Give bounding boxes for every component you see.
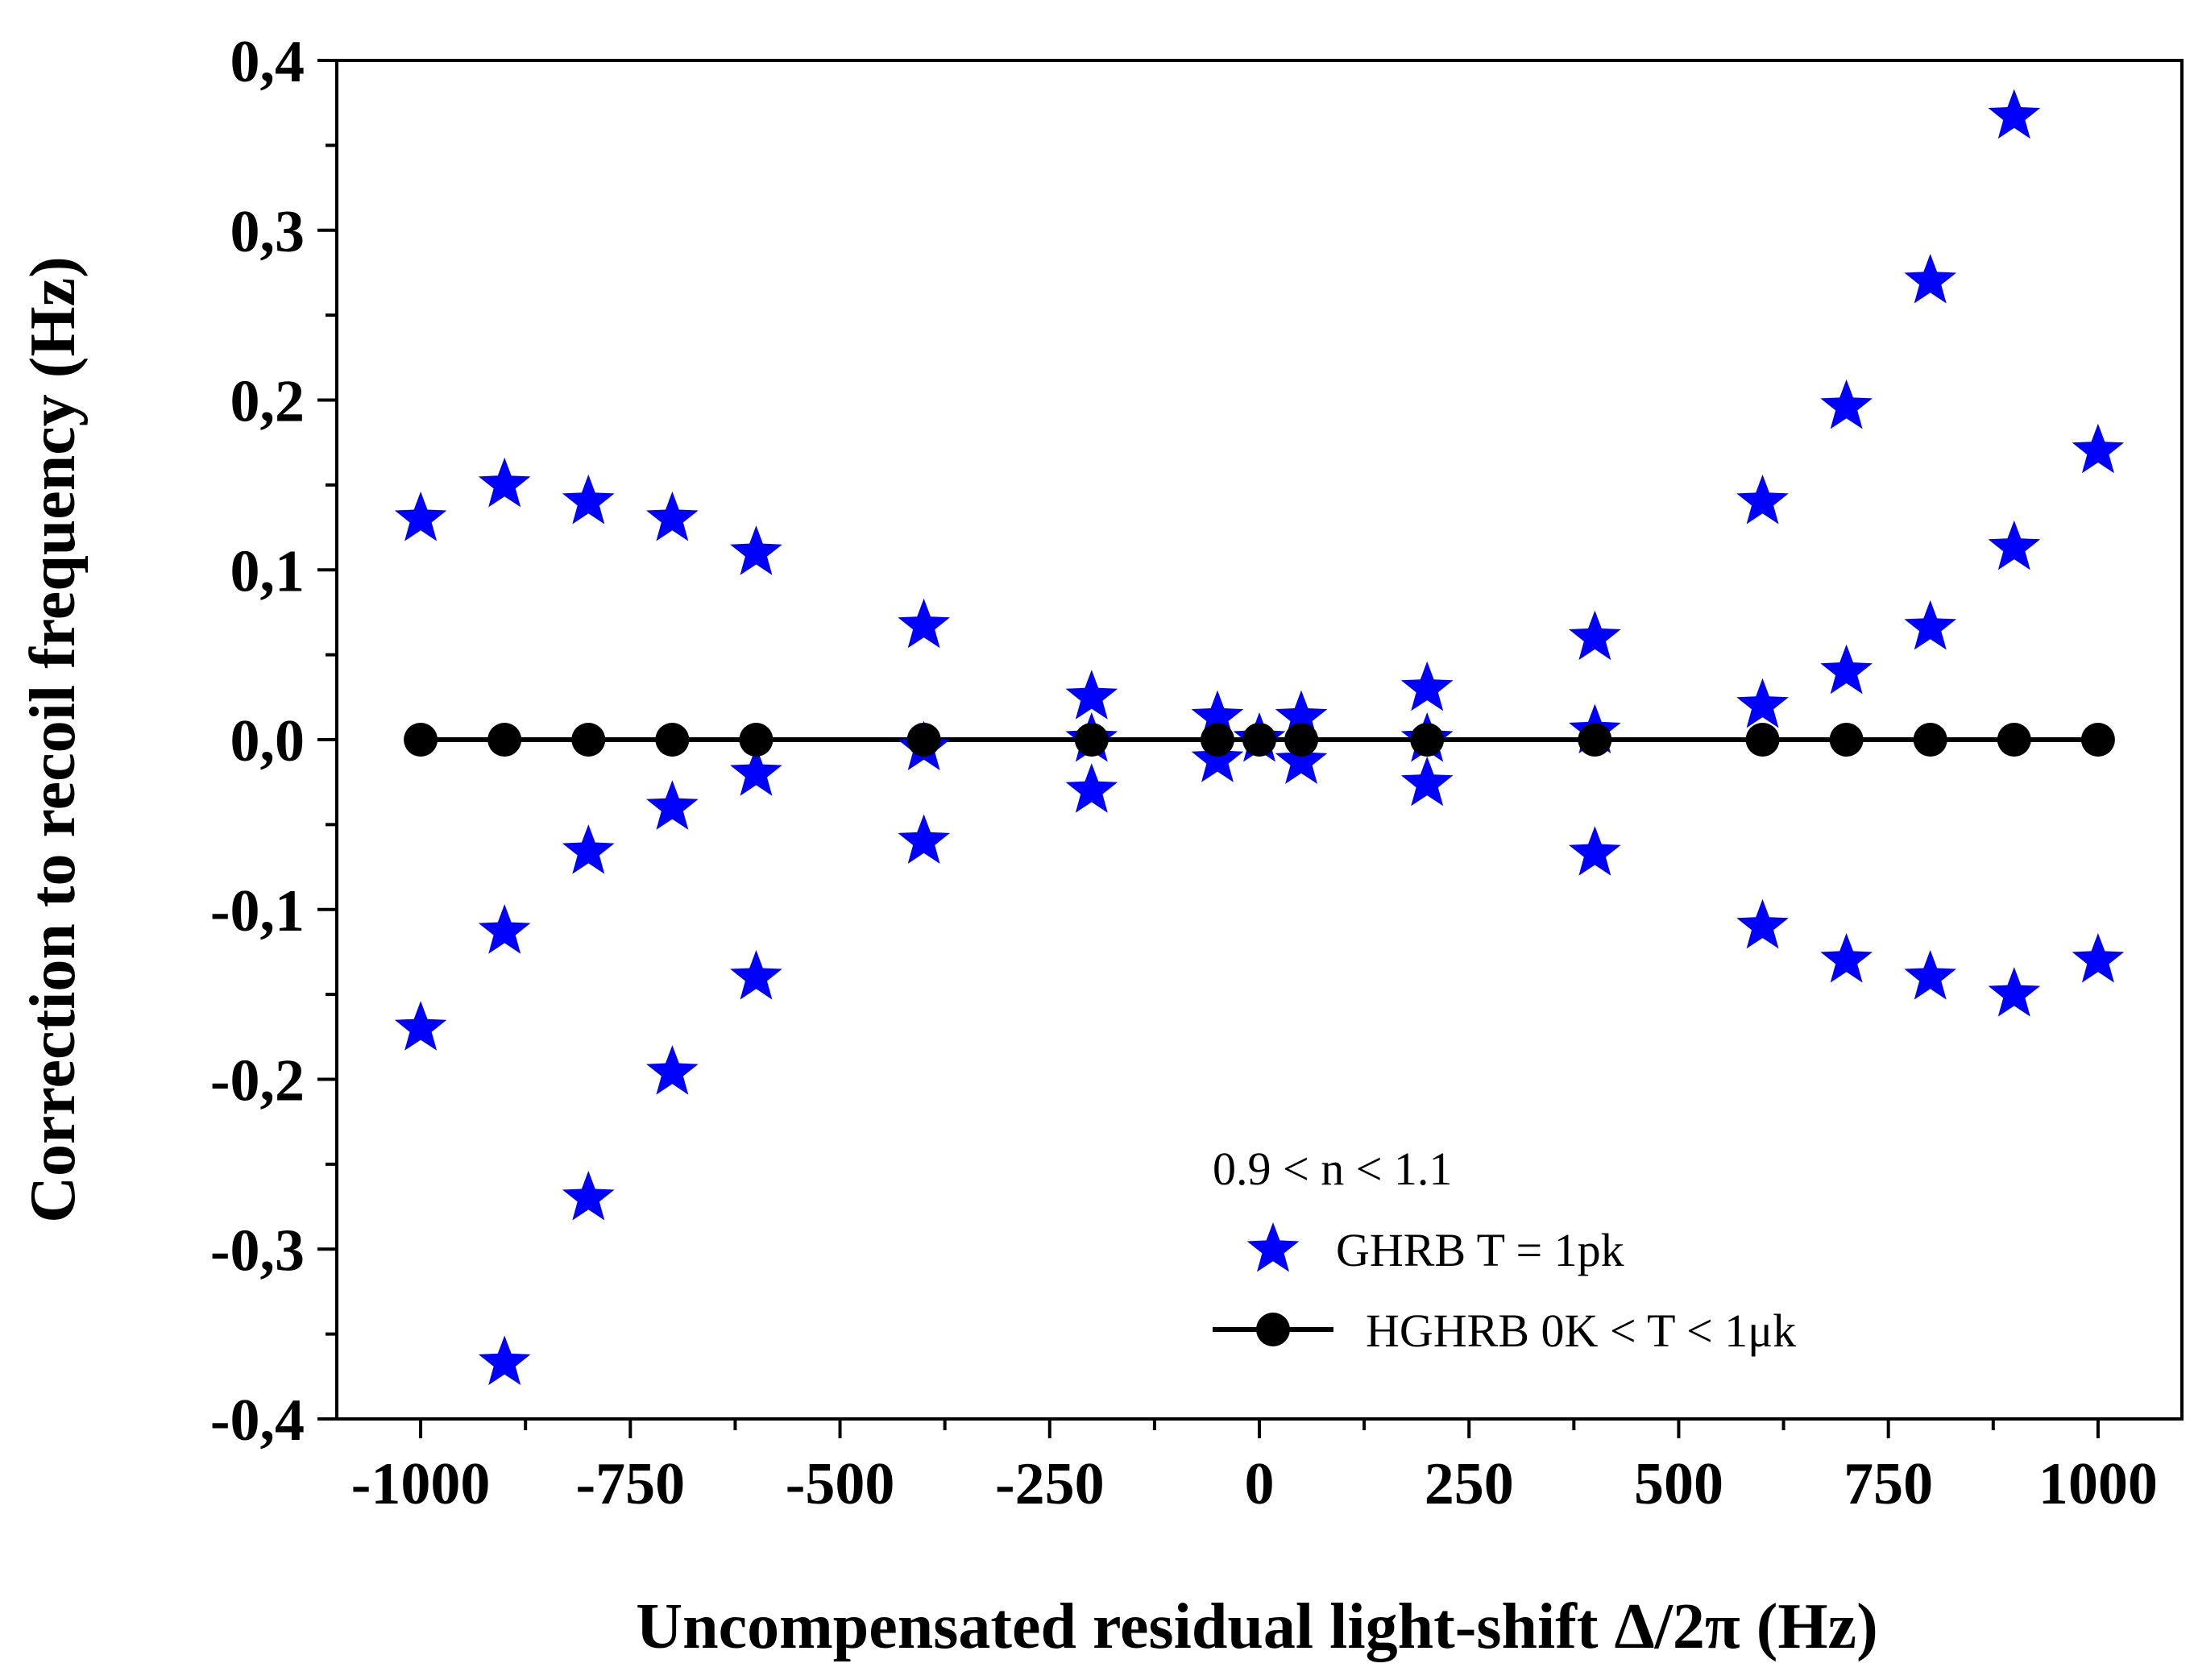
hghrb-circle-point [1745,723,1780,757]
legend: 0.9 < n < 1.1 GHRB T = 1pk HGHRB 0K < T … [1213,1143,1796,1357]
hghrb-circle-point [487,723,522,757]
x-tick-label: 0 [1245,1451,1275,1517]
ghrb-star-point [2072,423,2125,474]
ghrb-star-point [1988,89,2041,139]
hghrb-circle-point [404,723,438,757]
ghrb-star-point [478,457,531,508]
ghrb-star-point [1569,826,1621,876]
ghrb-star-point [1275,690,1328,740]
x-tick-label: 750 [1844,1451,1933,1517]
legend-circle-icon [1256,1313,1290,1346]
ghrb-star-point [898,814,950,864]
ghrb-star-point [1275,734,1328,784]
hghrb-circle-point [1284,723,1319,757]
x-tick-label: -500 [786,1451,895,1517]
ghrb-star-point [394,492,447,541]
ghrb-star-point [1400,661,1454,711]
ghrb-star-point [1904,254,1957,304]
hghrb-circle-point [1997,723,2031,757]
y-tick-label: -0,2 [210,1048,305,1114]
ghrb-star-point [1820,933,1873,983]
ghrb-star-point [646,780,699,830]
x-tick-label: -1000 [351,1451,491,1517]
ghrb-star-point [1988,520,2041,570]
y-tick-label: 0,3 [230,199,305,265]
ghrb-star-point [562,824,615,874]
y-axis-title: Correction to recoil frequency (Hz) [18,256,89,1223]
y-tick-label: 0,0 [230,708,305,774]
hghrb-circle-point [2080,723,2115,757]
legend-label-hghrb: HGHRB 0K < T < 1μk [1366,1305,1796,1357]
ghrb-star-point [898,598,950,649]
ghrb-star-point [1988,967,2041,1017]
y-tick-label: 0,4 [230,29,305,95]
hghrb-circle-point [1578,723,1612,757]
ghrb-star-point [646,1045,699,1095]
ghrb-star-point [730,525,782,575]
ghrb-star-point [1904,950,1957,1000]
legend-star-shape [1246,1222,1300,1272]
x-tick-label: 1000 [2038,1451,2158,1517]
ghrb-star-point [730,746,782,796]
hghrb-circle-point [1829,723,1864,757]
y-tick-label: 0,1 [230,538,305,604]
ghrb-star-point [562,474,615,525]
ghrb-star-point [1569,610,1621,661]
ghrb-star-point [1904,599,1957,650]
data-marks [394,89,2125,1385]
ghrb-star-point [1736,474,1789,525]
hghrb-circle-point [906,723,941,757]
y-tick-label: 0,2 [230,369,305,435]
ghrb-star-point [1065,763,1118,813]
hghrb-circle-point [1410,723,1445,757]
ghrb-star-point [394,1001,447,1051]
hghrb-circle-point [1074,723,1109,757]
ghrb-star-point [1065,670,1118,720]
y-tick-label: -0,4 [210,1388,305,1454]
hghrb-circle-point [1913,723,1947,757]
legend-label-ghrb: GHRB T = 1pk [1336,1224,1624,1276]
ghrb-star-point [478,1335,531,1385]
hghrb-circle-point [571,723,606,757]
axis-ticks: -1000 -750 -500 -250 0 250 500 750 1000 -0,4 -0,3 -… [210,29,2158,1517]
x-tick-label: 250 [1425,1451,1514,1517]
ghrb-star-point [1736,678,1789,728]
hghrb-circle-point [1200,723,1234,757]
y-tick-label: -0,1 [210,878,305,944]
hghrb-circle-point [739,723,773,757]
ghrb-star-point [1820,644,1873,695]
legend-title: 0.9 < n < 1.1 [1213,1143,1452,1195]
hghrb-circle-point [1242,723,1276,757]
ghrb-star-point [1736,898,1789,949]
ghrb-star-point [562,1171,615,1221]
x-tick-label: -750 [575,1451,685,1517]
ghrb-star-point [1400,756,1454,807]
ghrb-star-point [646,492,699,541]
x-tick-label: -250 [995,1451,1105,1517]
legend-star-icon [1246,1222,1300,1272]
ghrb-star-point [730,950,782,1000]
ghrb-star-point [478,904,531,954]
ghrb-star-point [2072,933,2125,983]
x-axis-title: Uncompensated residual light-shift Δ/2π … [636,1591,1877,1662]
x-tick-label: 500 [1634,1451,1723,1517]
ghrb-star-point [1820,379,1873,429]
ghrb-star-point [1191,732,1244,782]
hghrb-circle-point [655,723,690,757]
y-tick-label: -0,3 [210,1217,305,1284]
ghrb-star-point [1191,690,1244,740]
